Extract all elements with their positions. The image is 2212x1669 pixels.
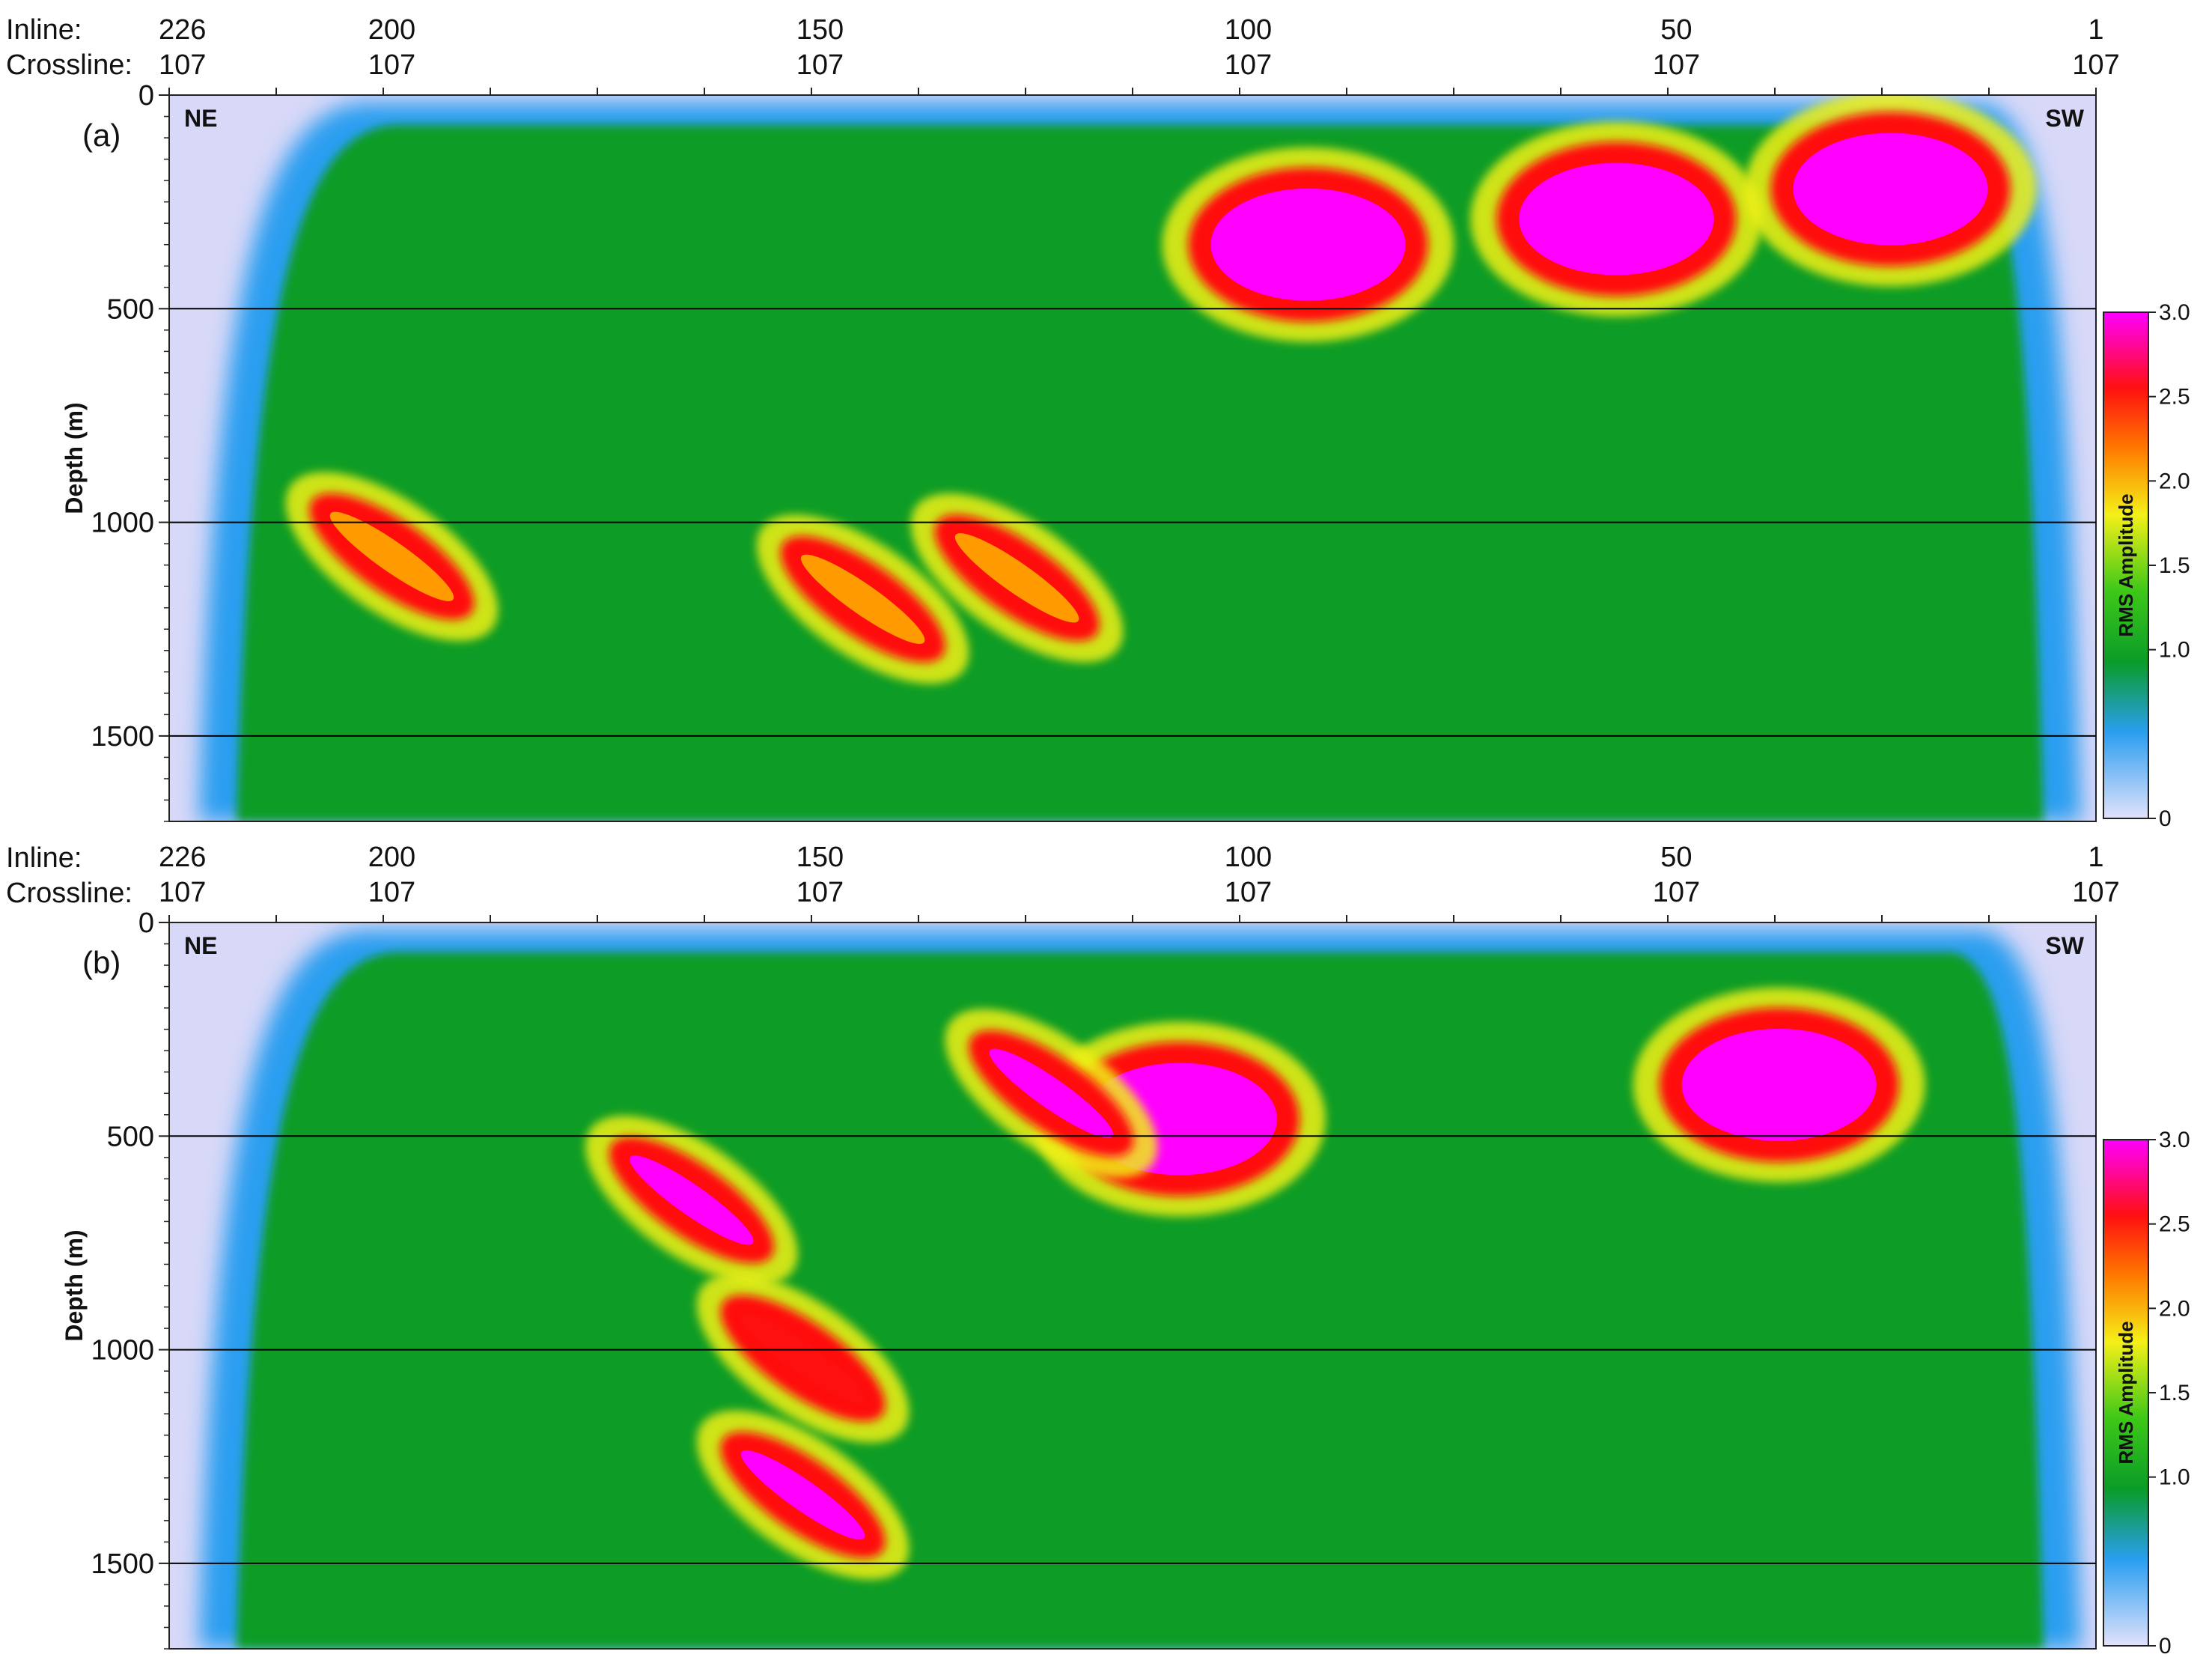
colorbar-tick-label: 2.0 — [2159, 469, 2190, 493]
amplitude-field — [199, 95, 2081, 821]
depth-tick-label: 0 — [138, 80, 154, 112]
colorbar-tick-label: 2.5 — [2159, 385, 2190, 410]
depth-axis-title: Depth (m) — [61, 1229, 88, 1341]
depth-gridlines — [169, 1135, 2096, 1564]
colorbar-tick-label: 1.5 — [2159, 1381, 2190, 1405]
crossline-axis-label: Crossline: — [6, 878, 132, 909]
anomaly-peak — [740, 1450, 865, 1540]
inline-tick-label: 150 — [796, 842, 844, 873]
crossline-tick-label: 107 — [796, 877, 844, 908]
depth-tick-label: 1000 — [91, 508, 154, 539]
anomaly-peak — [1519, 162, 1714, 276]
inline-tick-label: 50 — [1660, 14, 1692, 46]
anomaly-peak — [329, 511, 454, 601]
colorbar-title: RMS Amplitude — [2115, 1321, 2137, 1464]
anomaly-peak — [989, 1048, 1114, 1138]
amplitude-field — [199, 930, 2081, 1649]
depth-tick-label: 500 — [107, 294, 154, 325]
crossline-tick-label: 107 — [159, 877, 206, 908]
colorbar-title: RMS Amplitude — [2115, 493, 2137, 636]
depth-ticks: 0 500 1000 1500 — [91, 908, 169, 1650]
sw-direction-label: SW — [2045, 105, 2084, 132]
crossline-tick-label: 107 — [1225, 49, 1272, 81]
crossline-tick-label: 107 — [796, 49, 844, 81]
ne-direction-label: NE — [184, 932, 217, 959]
panel-label: (b) — [82, 945, 121, 980]
colorbar-tick-label: 1.0 — [2159, 1465, 2190, 1490]
anomaly-peak — [630, 1155, 754, 1245]
inline-tick-label: 50 — [1660, 842, 1692, 873]
inline-tick-label: 150 — [796, 14, 844, 46]
colorbar-scale — [2103, 311, 2149, 819]
inline-tick-label: 100 — [1225, 842, 1272, 873]
colorbar-tick-label: 3.0 — [2159, 300, 2190, 325]
ne-direction-label: NE — [184, 105, 217, 132]
panel-b: Inline: Crossline: 226107200107150107100… — [6, 842, 2190, 1659]
heatmap-plot — [168, 922, 2097, 1650]
colorbar: 0 1.0 1.5 2.0 2.5 3.0 RMS Amplitude — [2103, 300, 2190, 831]
anomaly-peak — [1210, 188, 1406, 301]
depth-tick-label: 1500 — [91, 1548, 154, 1580]
inline-tick-label: 200 — [368, 842, 415, 873]
depth-tick-label: 1500 — [91, 721, 154, 753]
anomaly-peak — [954, 533, 1079, 623]
crossline-axis-label: Crossline: — [6, 49, 132, 81]
panel-label: (a) — [82, 118, 121, 153]
colorbar-tick-label: 2.5 — [2159, 1212, 2190, 1237]
colorbar: 0 1.0 1.5 2.0 2.5 3.0 RMS Amplitude — [2103, 1128, 2190, 1659]
heatmap-plot — [168, 94, 2097, 822]
crossline-tick-label: 107 — [159, 49, 206, 81]
inline-tick-label: 226 — [159, 842, 206, 873]
crossline-tick-label: 107 — [1653, 49, 1700, 81]
anomaly-peak — [1793, 133, 1988, 246]
depth-gridlines — [169, 308, 2096, 737]
survey-coverage-body — [237, 952, 2044, 1649]
panel-a: Inline: Crossline: 226107200107150107100… — [6, 14, 2190, 831]
inline-tick-label: 200 — [368, 14, 415, 46]
sw-direction-label: SW — [2045, 932, 2084, 959]
inline-axis-label: Inline: — [6, 842, 82, 874]
crossline-tick-label: 107 — [368, 877, 415, 908]
inline-ticks: 226 107 200 107 150 107 100 107 50 107 1 107 — [159, 842, 2120, 922]
colorbar-tick-label: 0 — [2159, 806, 2172, 831]
colorbar-ticks: 0 1.0 1.5 2.0 2.5 3.0 — [2148, 1128, 2190, 1659]
inline-tick-label: 100 — [1225, 14, 1272, 46]
colorbar-ticks: 0 1.0 1.5 2.0 2.5 3.0 — [2148, 300, 2190, 831]
crossline-tick-label: 107 — [1653, 877, 1700, 908]
crossline-tick-label: 107 — [2072, 49, 2119, 81]
anomaly-peak — [1681, 1028, 1877, 1141]
colorbar-tick-label: 3.0 — [2159, 1128, 2190, 1152]
anomaly-peak — [740, 1313, 865, 1403]
crossline-tick-label: 107 — [368, 49, 415, 81]
crossline-tick-label: 107 — [1225, 877, 1272, 908]
colorbar-scale — [2103, 1139, 2149, 1647]
inline-tick-label: 1 — [2088, 842, 2103, 873]
inline-tick-label: 226 — [159, 14, 206, 46]
depth-tick-label: 500 — [107, 1121, 154, 1152]
colorbar-tick-label: 1.0 — [2159, 638, 2190, 663]
depth-axis-title: Depth (m) — [61, 402, 88, 514]
depth-tick-label: 1000 — [91, 1335, 154, 1366]
anomaly-peak — [800, 554, 925, 644]
colorbar-tick-label: 1.5 — [2159, 553, 2190, 578]
colorbar-tick-label: 2.0 — [2159, 1296, 2190, 1321]
depth-ticks: 0 500 1000 1500 — [91, 80, 169, 822]
inline-axis-label: Inline: — [6, 14, 82, 46]
colorbar-tick-label: 0 — [2159, 1634, 2172, 1659]
inline-tick-label: 1 — [2088, 14, 2103, 46]
depth-tick-label: 0 — [138, 908, 154, 939]
crossline-tick-label: 107 — [2072, 877, 2119, 908]
